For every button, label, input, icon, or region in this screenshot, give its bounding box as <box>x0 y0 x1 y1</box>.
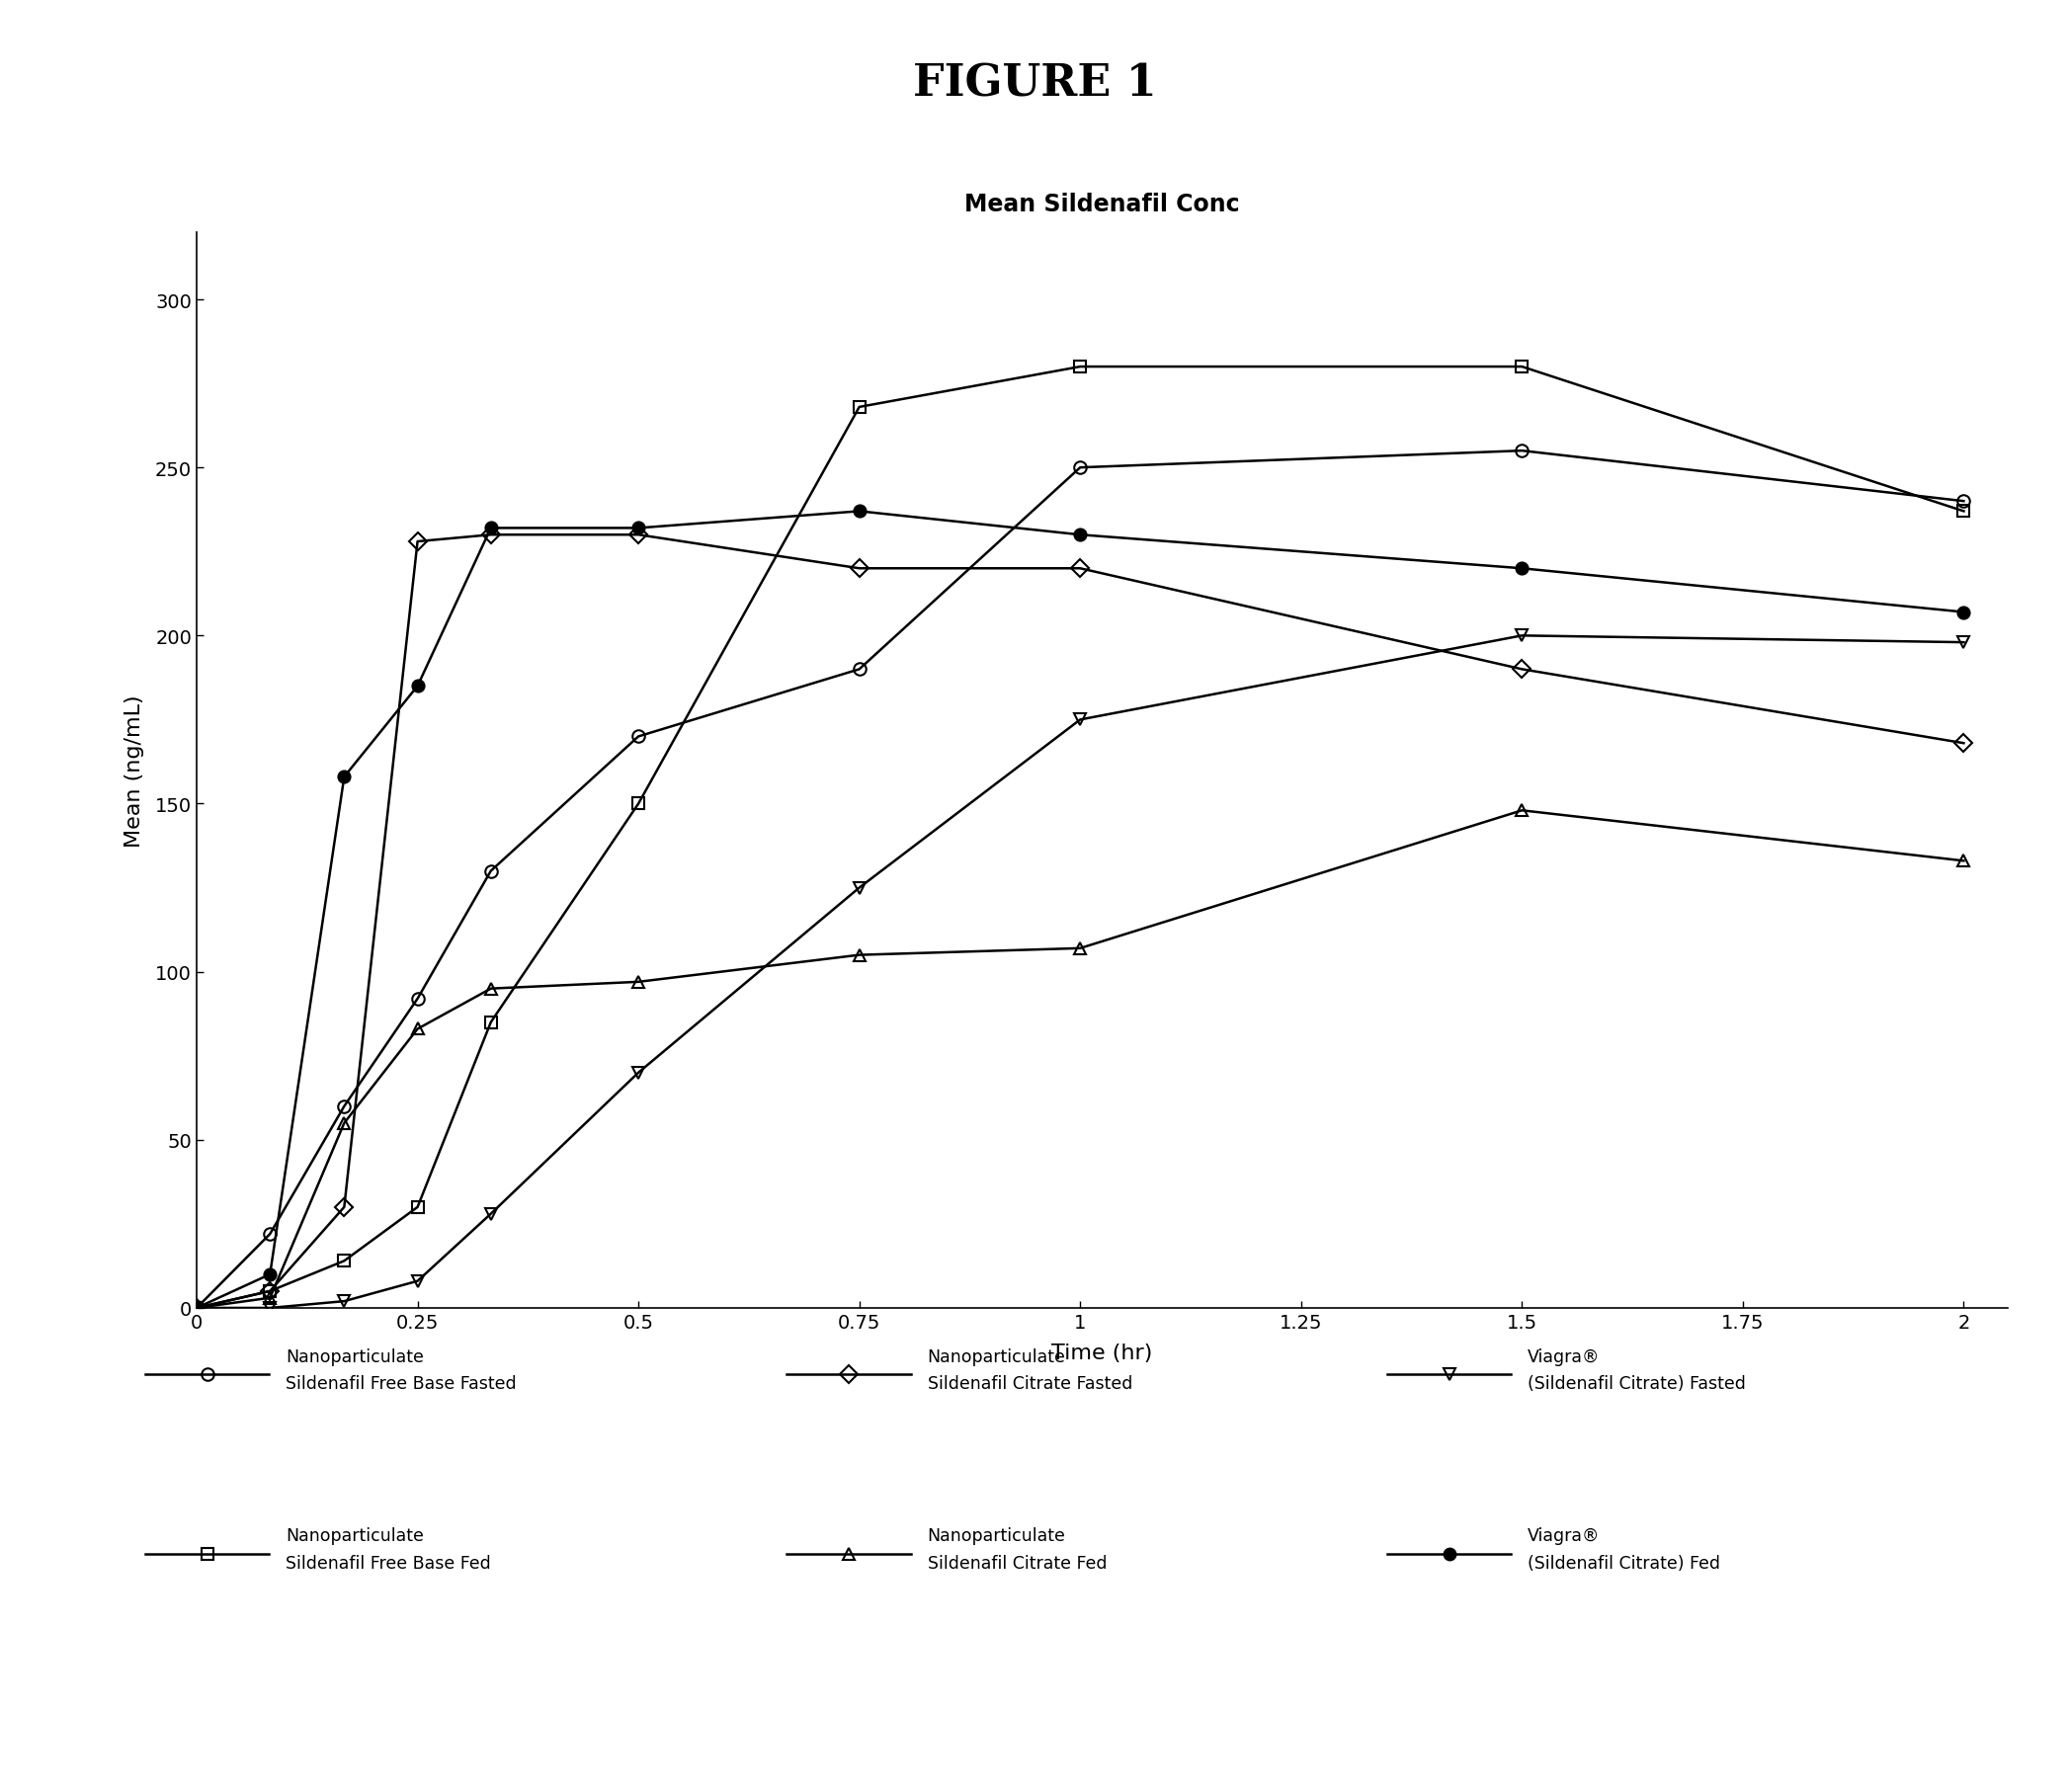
Text: Nanoparticulate: Nanoparticulate <box>927 1527 1066 1545</box>
Text: Nanoparticulate: Nanoparticulate <box>286 1348 424 1366</box>
Y-axis label: Mean (ng/mL): Mean (ng/mL) <box>124 694 145 848</box>
Text: Sildenafil Citrate Fasted: Sildenafil Citrate Fasted <box>927 1374 1132 1392</box>
Text: (Sildenafil Citrate) Fasted: (Sildenafil Citrate) Fasted <box>1528 1374 1745 1392</box>
X-axis label: Time (hr): Time (hr) <box>1052 1342 1153 1362</box>
Text: Nanoparticulate: Nanoparticulate <box>927 1348 1066 1366</box>
Text: FIGURE 1: FIGURE 1 <box>913 63 1157 106</box>
Text: Sildenafil Free Base Fed: Sildenafil Free Base Fed <box>286 1554 491 1572</box>
Text: Viagra®: Viagra® <box>1528 1348 1600 1366</box>
Text: Nanoparticulate: Nanoparticulate <box>286 1527 424 1545</box>
Text: (Sildenafil Citrate) Fed: (Sildenafil Citrate) Fed <box>1528 1554 1720 1572</box>
Text: Viagra®: Viagra® <box>1528 1527 1600 1545</box>
Title: Mean Sildenafil Conc: Mean Sildenafil Conc <box>965 192 1240 217</box>
Text: Sildenafil Citrate Fed: Sildenafil Citrate Fed <box>927 1554 1107 1572</box>
Text: Sildenafil Free Base Fasted: Sildenafil Free Base Fasted <box>286 1374 518 1392</box>
